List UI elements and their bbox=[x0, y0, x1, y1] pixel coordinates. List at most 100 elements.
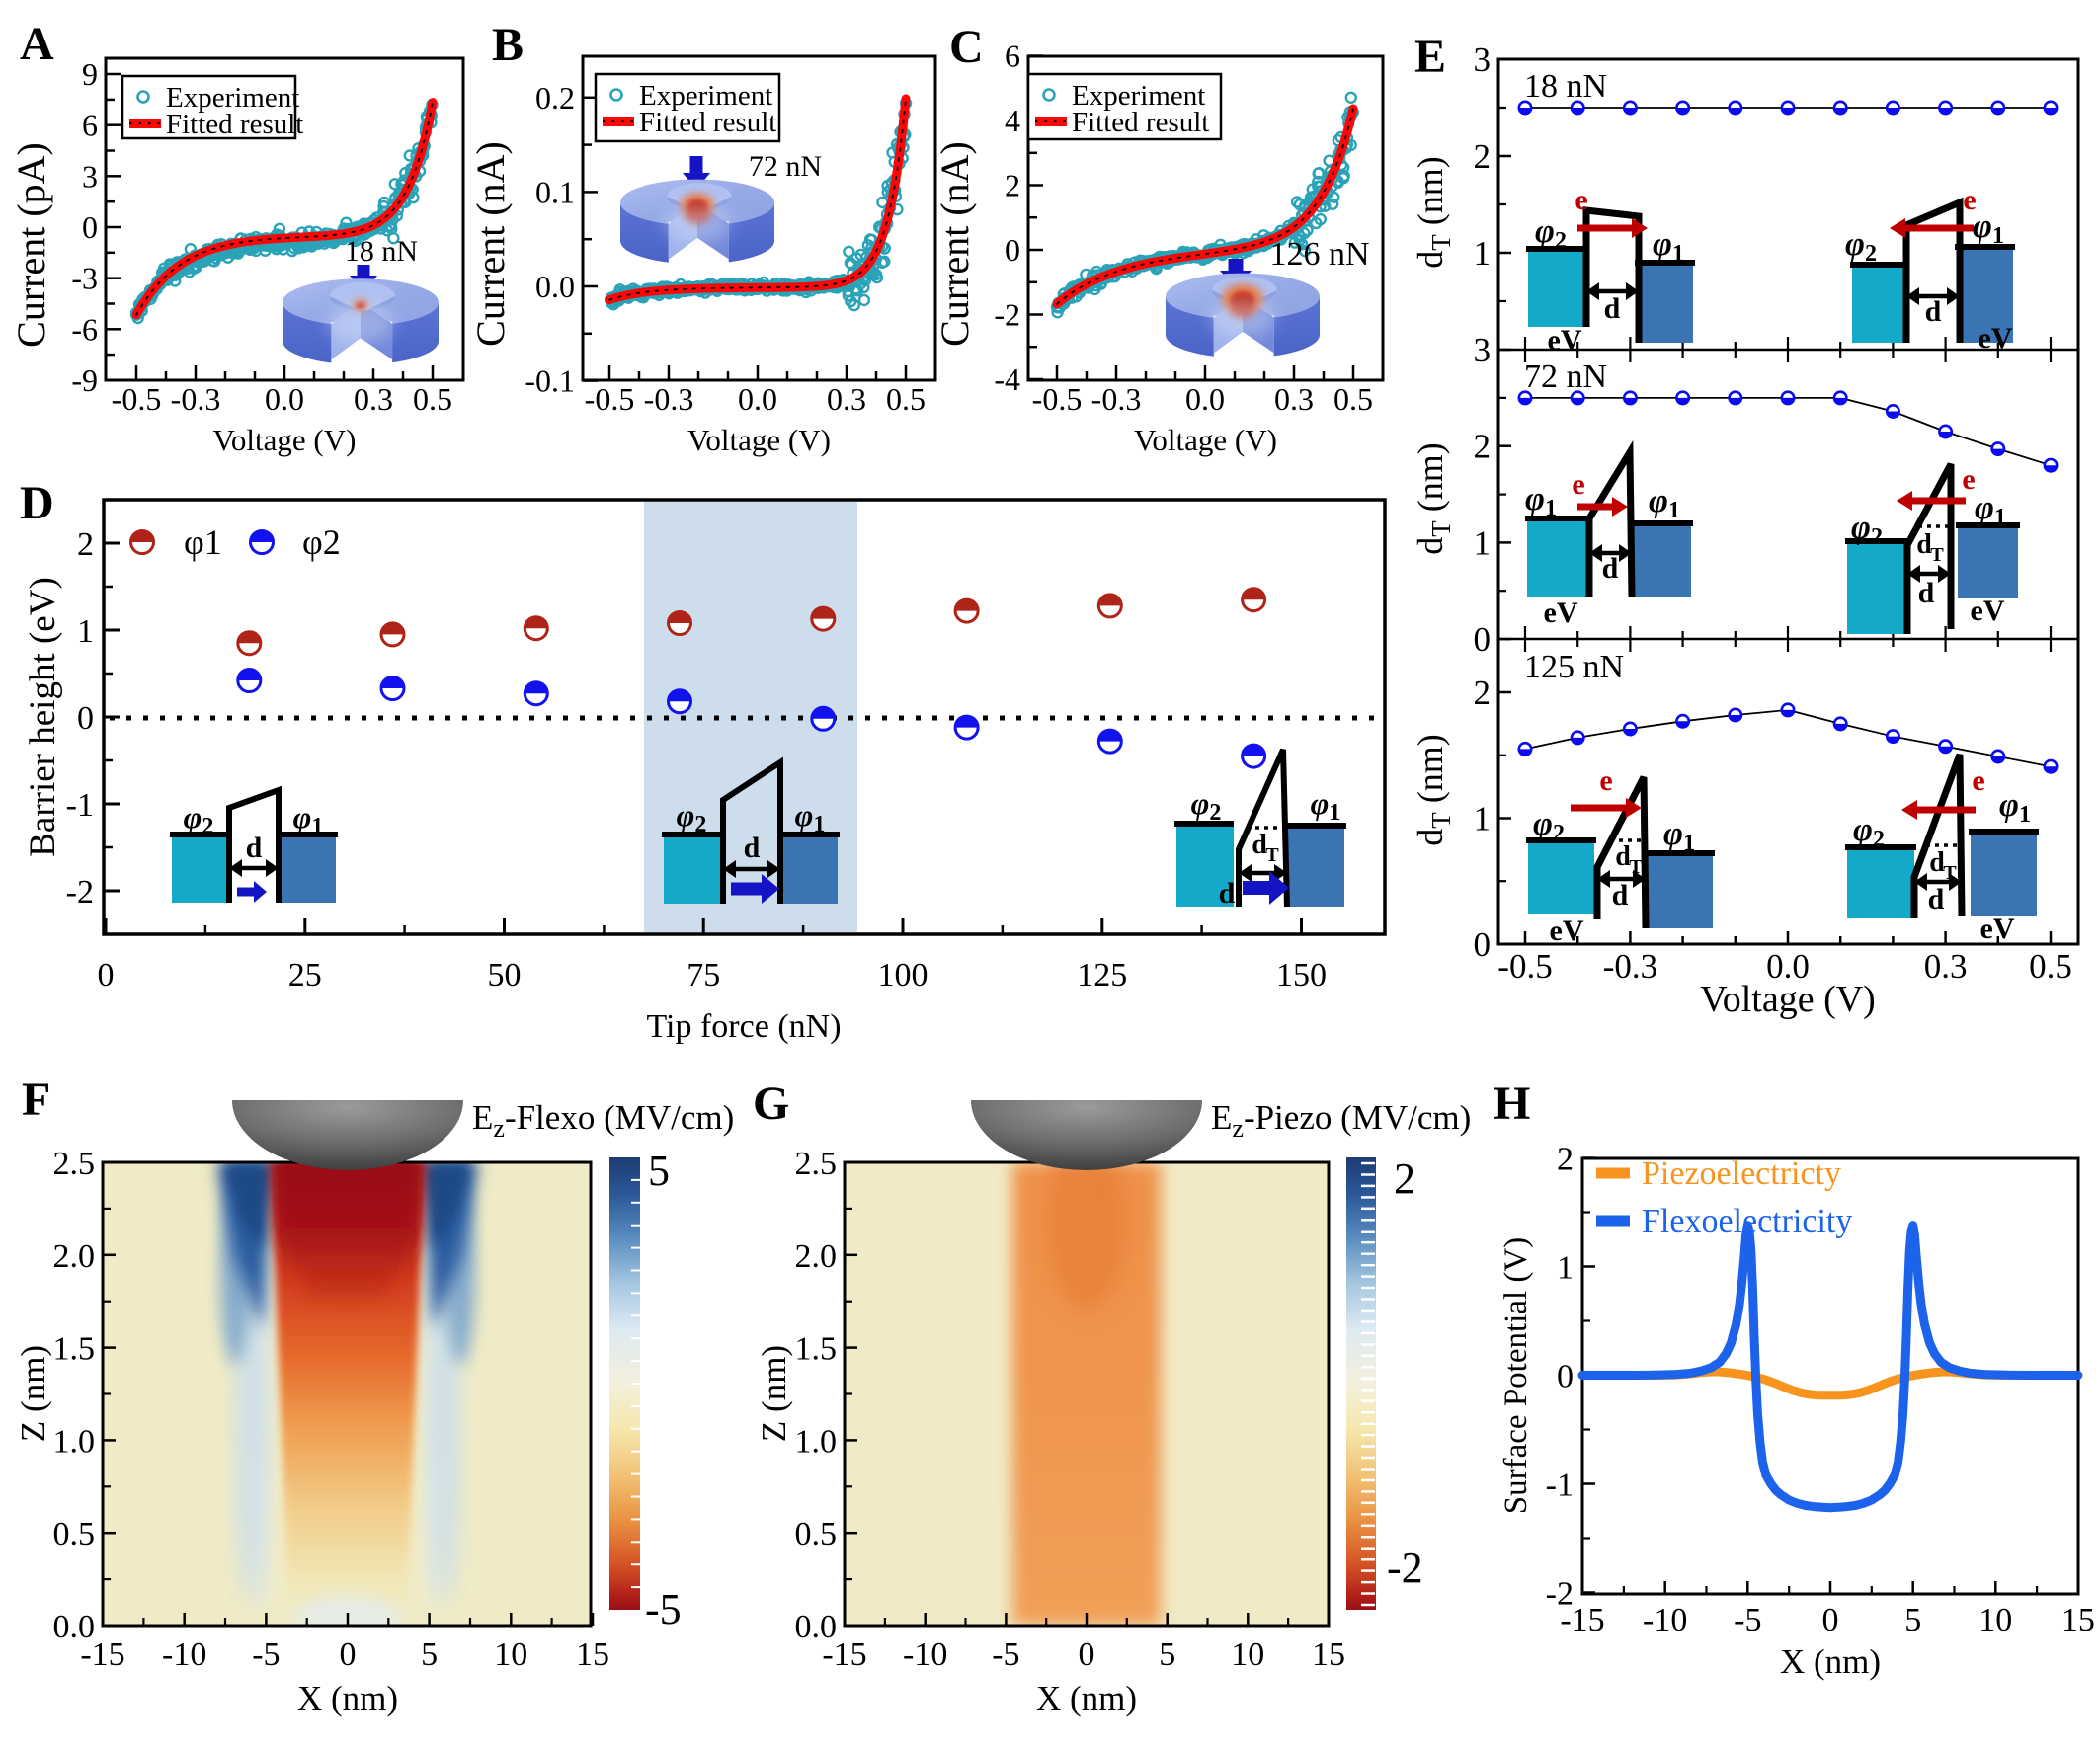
svg-text:0.5: 0.5 bbox=[2029, 947, 2072, 986]
svg-text:e: e bbox=[1972, 764, 1984, 797]
svg-text:C: C bbox=[949, 21, 984, 73]
svg-text:φ2: φ2 bbox=[1853, 812, 1885, 852]
svg-text:φ2: φ2 bbox=[184, 799, 214, 839]
svg-text:0: 0 bbox=[77, 700, 94, 737]
svg-text:dT (nm): dT (nm) bbox=[1411, 156, 1456, 268]
svg-text:Z (nm): Z (nm) bbox=[14, 1345, 52, 1442]
svg-text:X (nm): X (nm) bbox=[1036, 1679, 1137, 1717]
svg-text:φ2: φ2 bbox=[1851, 510, 1883, 550]
svg-text:50: 50 bbox=[488, 957, 522, 994]
svg-text:eV: eV bbox=[1548, 324, 1582, 357]
svg-text:X (nm): X (nm) bbox=[1780, 1642, 1881, 1681]
svg-text:0.3: 0.3 bbox=[1924, 947, 1968, 986]
svg-text:3: 3 bbox=[1474, 40, 1492, 79]
svg-text:2.5: 2.5 bbox=[795, 1146, 838, 1182]
svg-text:Ez-Piezo (MV/cm): Ez-Piezo (MV/cm) bbox=[1211, 1098, 1471, 1143]
svg-text:B: B bbox=[492, 19, 524, 71]
svg-text:eV: eV bbox=[1544, 597, 1578, 629]
svg-text:0: 0 bbox=[1079, 1636, 1095, 1673]
svg-text:d: d bbox=[1615, 841, 1631, 872]
svg-text:d: d bbox=[1602, 552, 1619, 585]
svg-text:2.0: 2.0 bbox=[795, 1238, 838, 1275]
svg-text:d: d bbox=[1925, 295, 1942, 328]
svg-text:d: d bbox=[1612, 879, 1629, 912]
svg-text:eV: eV bbox=[1550, 915, 1584, 947]
svg-text:Z (nm): Z (nm) bbox=[755, 1345, 793, 1442]
svg-text:1.5: 1.5 bbox=[53, 1331, 96, 1368]
svg-text:-2: -2 bbox=[66, 874, 94, 911]
svg-text:Experiment: Experiment bbox=[166, 82, 299, 114]
svg-text:2: 2 bbox=[1474, 674, 1492, 712]
svg-text:e: e bbox=[1572, 468, 1584, 501]
svg-text:φ1: φ1 bbox=[293, 799, 324, 839]
svg-text:2: 2 bbox=[1474, 428, 1492, 466]
svg-text:φ1: φ1 bbox=[1525, 481, 1557, 521]
svg-text:-1: -1 bbox=[66, 787, 94, 824]
svg-text:15: 15 bbox=[576, 1636, 609, 1673]
svg-text:d: d bbox=[1916, 529, 1932, 560]
svg-text:0.0: 0.0 bbox=[53, 1609, 96, 1645]
svg-text:0: 0 bbox=[1474, 925, 1492, 964]
svg-text:Ez-Flexo (MV/cm): Ez-Flexo (MV/cm) bbox=[472, 1098, 734, 1143]
svg-text:Current (nA): Current (nA) bbox=[932, 141, 977, 347]
svg-text:φ2: φ2 bbox=[1535, 213, 1567, 254]
svg-text:Experiment: Experiment bbox=[639, 80, 772, 112]
svg-text:d: d bbox=[744, 832, 761, 864]
svg-text:φ1: φ1 bbox=[184, 522, 222, 562]
svg-text:1: 1 bbox=[1557, 1250, 1574, 1287]
svg-text:-2: -2 bbox=[1546, 1576, 1574, 1613]
svg-text:-1: -1 bbox=[1546, 1468, 1574, 1504]
svg-text:Surface Potential (V): Surface Potential (V) bbox=[1498, 1237, 1534, 1514]
svg-text:0: 0 bbox=[340, 1636, 357, 1673]
svg-text:1: 1 bbox=[1474, 523, 1492, 562]
svg-text:-0.3: -0.3 bbox=[644, 381, 694, 417]
svg-text:2.5: 2.5 bbox=[53, 1146, 96, 1182]
svg-text:0: 0 bbox=[98, 957, 115, 994]
svg-text:6: 6 bbox=[1005, 39, 1020, 74]
svg-text:-5: -5 bbox=[1734, 1602, 1761, 1638]
svg-text:5: 5 bbox=[648, 1147, 670, 1195]
svg-text:φ1: φ1 bbox=[1973, 208, 2004, 249]
svg-text:0.3: 0.3 bbox=[827, 381, 866, 417]
svg-text:dT (nm): dT (nm) bbox=[1411, 442, 1456, 554]
svg-text:φ2: φ2 bbox=[1191, 785, 1222, 826]
svg-text:φ1: φ1 bbox=[1999, 787, 2031, 828]
svg-text:0.0: 0.0 bbox=[265, 381, 304, 417]
svg-text:T: T bbox=[1629, 856, 1643, 878]
svg-text:e: e bbox=[1962, 463, 1975, 496]
svg-text:0.0: 0.0 bbox=[535, 269, 575, 304]
svg-text:-2: -2 bbox=[1387, 1544, 1423, 1592]
svg-text:-0.3: -0.3 bbox=[1091, 381, 1142, 417]
svg-text:0.5: 0.5 bbox=[53, 1516, 96, 1552]
svg-text:0.3: 0.3 bbox=[354, 381, 393, 417]
svg-text:5: 5 bbox=[1904, 1602, 1921, 1638]
svg-text:0.5: 0.5 bbox=[1333, 381, 1373, 417]
svg-text:1.5: 1.5 bbox=[795, 1331, 838, 1368]
svg-text:1: 1 bbox=[1474, 800, 1492, 838]
svg-text:d: d bbox=[1604, 292, 1621, 325]
svg-text:Fitted result: Fitted result bbox=[639, 107, 776, 138]
svg-text:0.0: 0.0 bbox=[738, 381, 777, 417]
svg-text:2: 2 bbox=[77, 526, 94, 563]
svg-text:d: d bbox=[1219, 877, 1236, 910]
svg-text:-0.5: -0.5 bbox=[1497, 947, 1552, 986]
svg-text:X (nm): X (nm) bbox=[297, 1679, 398, 1717]
svg-text:eV: eV bbox=[1979, 322, 2013, 355]
svg-text:-0.5: -0.5 bbox=[585, 381, 635, 417]
svg-text:dT (nm): dT (nm) bbox=[1411, 734, 1456, 845]
svg-text:3: 3 bbox=[82, 158, 98, 194]
svg-text:0.0: 0.0 bbox=[795, 1609, 838, 1645]
svg-text:φ2: φ2 bbox=[302, 522, 341, 562]
svg-text:10: 10 bbox=[494, 1636, 527, 1673]
svg-text:6: 6 bbox=[82, 108, 98, 143]
svg-text:150: 150 bbox=[1276, 957, 1327, 994]
svg-text:F: F bbox=[22, 1074, 50, 1126]
svg-text:d: d bbox=[246, 832, 263, 864]
svg-text:Voltage (V): Voltage (V) bbox=[213, 423, 357, 457]
svg-text:E: E bbox=[1414, 31, 1446, 83]
svg-text:0: 0 bbox=[1822, 1602, 1839, 1638]
svg-text:9: 9 bbox=[82, 56, 98, 92]
svg-text:5: 5 bbox=[421, 1636, 438, 1673]
svg-text:0.1: 0.1 bbox=[535, 174, 575, 209]
svg-text:-9: -9 bbox=[71, 362, 98, 398]
